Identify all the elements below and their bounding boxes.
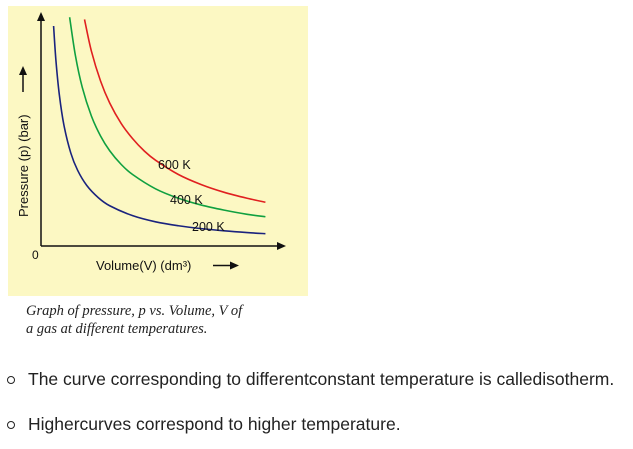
bullet-text: Highercurves correspond to higher temper… (28, 414, 401, 434)
curve-labels-layer: 600 K 400 K 200 K (158, 158, 225, 234)
isotherm-curve-600k (83, 19, 266, 204)
x-axis-label: Volume(V) (dm³) (96, 258, 191, 273)
x-axis-arrowhead (277, 242, 286, 250)
curve-label-400k: 400 K (170, 193, 203, 207)
curve-label-200k: 200 K (192, 220, 225, 234)
caption-line-1: Graph of pressure, p vs. Volume, V of (26, 303, 243, 319)
origin-label: 0 (32, 248, 39, 262)
isotherm-curve-200k (52, 25, 266, 235)
axes-layer (37, 12, 286, 250)
isotherm-curve-400k (68, 17, 266, 218)
bullet-text: The curve corresponding to differentcons… (28, 369, 615, 389)
figure-caption: Graph of pressure, p vs. Volume, V of a … (26, 302, 306, 338)
bullet-item: The curve corresponding to differentcons… (0, 368, 633, 391)
pressure-volume-chart: 600 K 400 K 200 K 0 Volume(V) (dm³) Pressu… (16, 12, 286, 273)
caption-line-2: a gas at different temperatures. (26, 321, 208, 337)
figure-panel (8, 6, 308, 296)
y-axis-label: Pressure (p) (bar) (16, 114, 31, 217)
circle-bullet-icon (7, 421, 15, 429)
bullet-list: The curve corresponding to differentcons… (0, 368, 633, 449)
y-axis-arrowhead (37, 12, 45, 21)
y-label-arrow-icon (19, 66, 27, 75)
curves-layer (52, 17, 266, 235)
bullet-item: Highercurves correspond to higher temper… (0, 413, 633, 436)
circle-bullet-icon (7, 376, 15, 384)
x-label-arrow-icon (230, 261, 239, 270)
curve-label-600k: 600 K (158, 158, 191, 172)
